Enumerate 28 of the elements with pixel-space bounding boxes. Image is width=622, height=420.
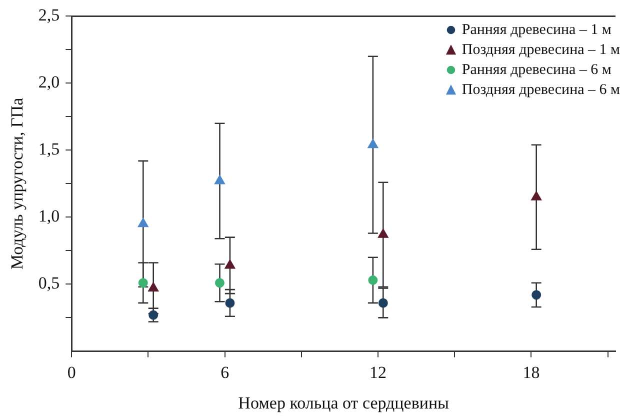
point	[225, 298, 235, 308]
point	[368, 275, 378, 285]
y-tick-label: 1,0	[38, 206, 60, 226]
point	[214, 278, 224, 288]
x-tick-label: 0	[67, 362, 76, 382]
point	[532, 290, 542, 300]
y-tick-label: 2,5	[38, 6, 60, 25]
x-tick-label: 18	[522, 362, 540, 382]
legend-label: Поздняя древесина – 1 м	[462, 41, 620, 60]
legend-label: Поздняя древесина – 6 м	[462, 81, 620, 100]
point	[138, 278, 148, 288]
y-axis-title: Модуль упругости, ГПа	[8, 97, 27, 270]
point	[148, 282, 158, 292]
point	[214, 175, 225, 184]
y-tick-label: 2,0	[38, 72, 60, 92]
y-tick-label: 1,5	[38, 140, 60, 159]
point	[378, 228, 388, 238]
legend-label: Ранняя древесина – 1 м	[462, 21, 612, 40]
point	[138, 218, 148, 228]
x-tick-label: 12	[370, 362, 387, 382]
point	[224, 260, 236, 269]
legend-label: Ранняя древесина – 6 м	[462, 61, 612, 80]
point	[368, 139, 378, 148]
point	[531, 191, 542, 200]
x-tick-label: 6	[220, 362, 230, 382]
y-tick-label: 0,5	[38, 274, 60, 293]
point	[378, 298, 388, 308]
x-axis-title: Номер кольца от сердцевины	[238, 393, 450, 412]
